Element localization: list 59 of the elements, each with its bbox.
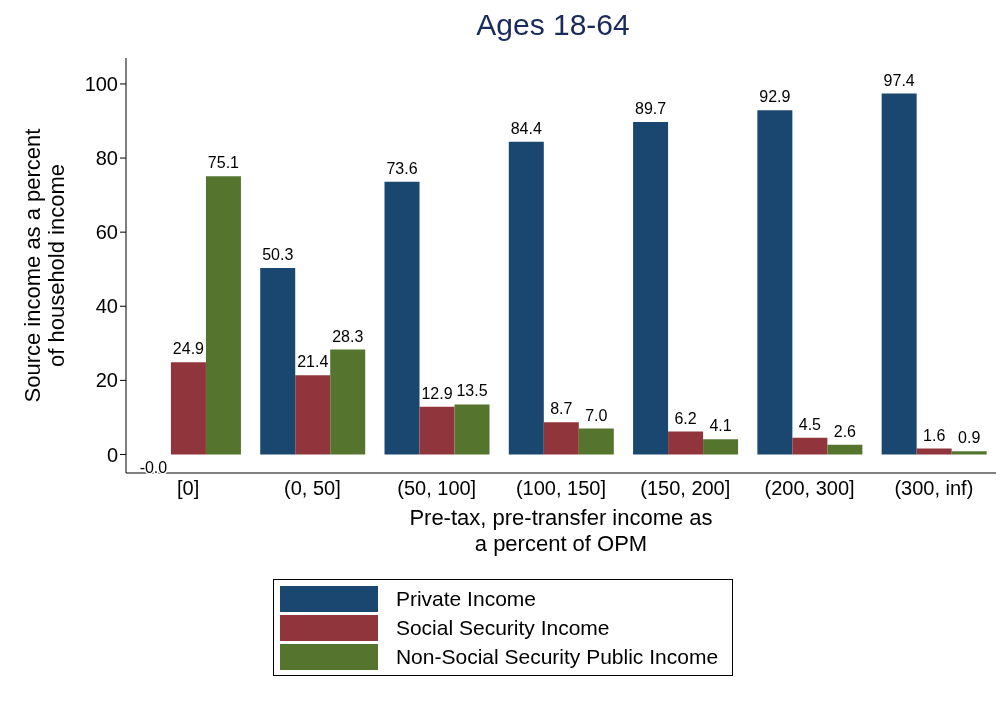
x-tick-label: (100, 150] <box>515 477 607 500</box>
bar <box>454 404 490 455</box>
data-label: 6.2 <box>674 409 697 427</box>
data-label: 12.9 <box>421 384 453 402</box>
x-tick-label: (300, inf) <box>894 477 974 500</box>
legend-label: Non-Social Security Public Income <box>395 645 719 669</box>
bar <box>508 141 544 455</box>
data-label: -0.0 <box>139 458 168 476</box>
legend-label: Private Income <box>395 587 536 611</box>
data-label: 1.6 <box>923 426 946 444</box>
data-label: 7.0 <box>585 406 608 424</box>
data-label: 4.5 <box>798 415 822 433</box>
data-label: 73.6 <box>386 159 418 177</box>
bar <box>330 349 366 455</box>
bar <box>827 444 863 455</box>
data-label: 4.1 <box>709 417 732 435</box>
bar <box>668 431 704 455</box>
bar <box>757 110 793 455</box>
x-tick-label: [0] <box>177 477 200 500</box>
x-tick-label: (150, 200] <box>640 477 731 500</box>
bar <box>170 362 206 455</box>
bar <box>792 437 828 455</box>
data-label: 50.3 <box>262 246 294 264</box>
data-label: 13.5 <box>456 382 488 400</box>
bar <box>205 176 241 455</box>
y-tick-label: 100 <box>84 73 118 96</box>
data-label: 92.9 <box>759 88 791 106</box>
x-tick-label: (0, 50] <box>284 477 341 500</box>
bar <box>633 122 669 455</box>
bar <box>703 439 739 455</box>
data-label: 75.1 <box>207 154 240 172</box>
bar <box>881 93 917 455</box>
data-label: 24.9 <box>172 340 205 358</box>
chart-title: Ages 18-64 <box>475 8 631 43</box>
data-label: 0.9 <box>958 429 981 447</box>
bar <box>578 428 614 455</box>
x-axis-title: Pre-tax, pre-transfer income as a percent of OPM <box>409 505 713 556</box>
x-tick-label: (50, 100] <box>397 477 477 500</box>
data-label: 84.4 <box>510 119 542 137</box>
y-tick-label: 80 <box>95 147 118 170</box>
y-tick-label: 40 <box>95 295 118 318</box>
bar <box>543 422 579 455</box>
bar <box>295 375 331 455</box>
bar <box>384 181 420 455</box>
bar <box>419 406 455 455</box>
data-label: 21.4 <box>297 353 329 371</box>
y-axis-title: Source income as a percent of household income <box>20 128 69 403</box>
bar <box>260 268 296 455</box>
y-tick-label: 60 <box>95 221 118 244</box>
data-label: 28.3 <box>332 327 364 345</box>
data-label: 8.7 <box>550 400 573 418</box>
y-tick-label: 20 <box>95 369 118 392</box>
x-tick-label: (200, 300] <box>764 477 855 500</box>
y-tick-label: 0 <box>106 443 118 466</box>
data-label: 97.4 <box>883 71 915 89</box>
bar <box>951 451 987 455</box>
legend-label: Social Security Income <box>395 616 610 640</box>
data-label: 89.7 <box>635 100 667 118</box>
data-label: 2.6 <box>833 422 857 440</box>
